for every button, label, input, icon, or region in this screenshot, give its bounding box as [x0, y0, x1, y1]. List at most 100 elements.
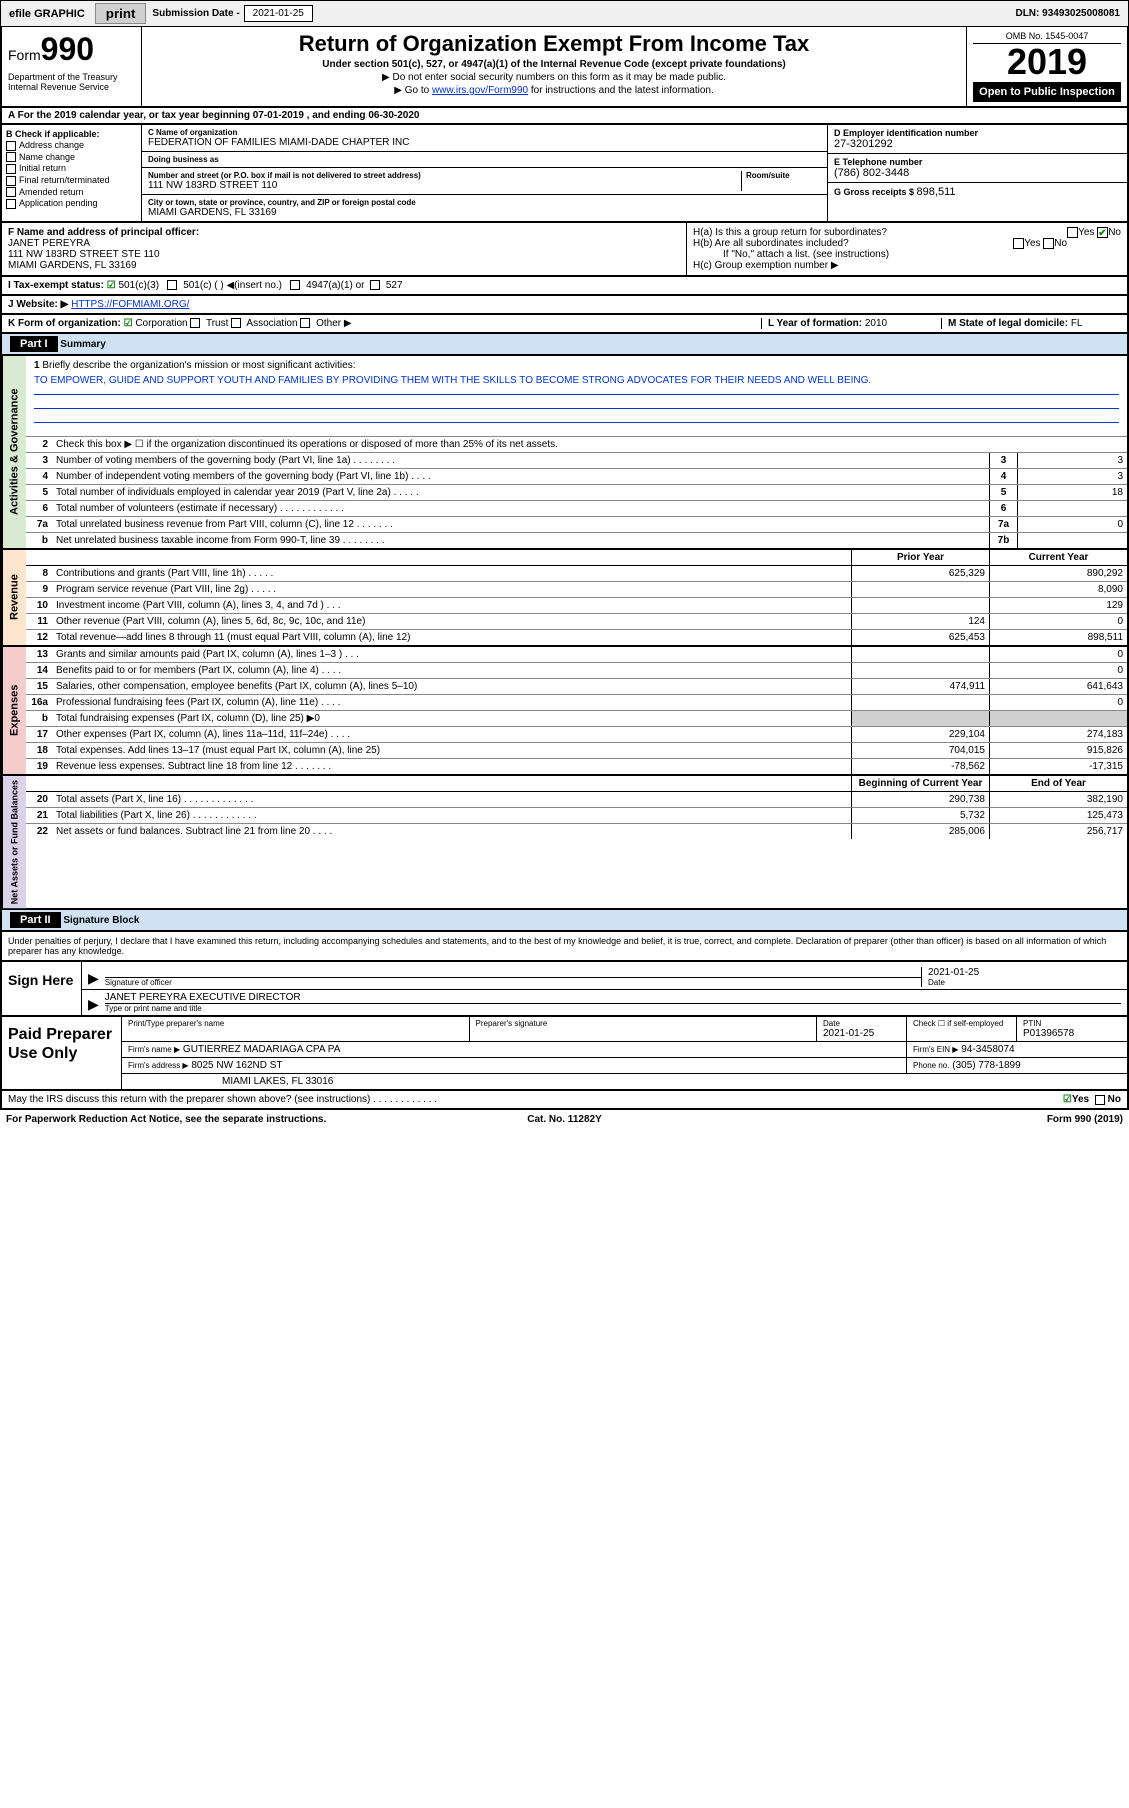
f-addr1: 111 NW 183RD STREET STE 110 — [8, 249, 680, 260]
addr-label: Number and street (or P.O. box if mail i… — [148, 171, 741, 180]
col-current: Current Year — [989, 550, 1127, 565]
b-checkboxes: B Check if applicable: Address changeNam… — [2, 125, 142, 221]
print-button[interactable]: print — [95, 3, 147, 24]
e-label: E Telephone number — [834, 157, 1121, 167]
g-label: G Gross receipts $ — [834, 187, 917, 197]
form-number: 990 — [41, 31, 94, 67]
prep-sig-label: Preparer's signature — [476, 1019, 811, 1028]
k-corp-checkbox[interactable]: ☑ — [124, 318, 133, 329]
i-4947-checkbox[interactable] — [290, 280, 300, 290]
b-option[interactable]: Name change — [6, 152, 137, 163]
hb-yes-checkbox[interactable] — [1013, 238, 1024, 249]
two-col-line: 20Total assets (Part X, line 16) . . . .… — [26, 792, 1127, 808]
ptin-label: PTIN — [1023, 1019, 1121, 1028]
state-domicile: FL — [1071, 318, 1083, 329]
b-option[interactable]: Final return/terminated — [6, 175, 137, 186]
hb-note: If "No," attach a list. (see instruction… — [693, 249, 1121, 260]
sig-date: 2021-01-25 — [928, 967, 1121, 978]
i-527-checkbox[interactable] — [370, 280, 380, 290]
discuss-yes-checkbox[interactable]: ☑ — [1063, 1094, 1072, 1105]
tax-year: 2019 — [973, 44, 1121, 80]
firm-name: GUTIERREZ MADARIAGA CPA PA — [183, 1044, 340, 1055]
form990-link[interactable]: www.irs.gov/Form990 — [432, 85, 528, 96]
firm-addr1: 8025 NW 162ND ST — [191, 1060, 282, 1071]
vtab-revenue: Revenue — [2, 550, 26, 645]
sign-here-label: Sign Here — [2, 962, 82, 1015]
hc-row: H(c) Group exemption number ▶ — [693, 260, 1121, 271]
b-option[interactable]: Application pending — [6, 198, 137, 209]
mission-block: 1 Briefly describe the organization's mi… — [26, 356, 1127, 437]
i-501c-checkbox[interactable] — [167, 280, 177, 290]
summary-line: 6Total number of volunteers (estimate if… — [26, 501, 1127, 517]
k-trust-checkbox[interactable] — [190, 318, 200, 328]
two-col-line: 13Grants and similar amounts paid (Part … — [26, 647, 1127, 663]
discuss-no-checkbox[interactable] — [1095, 1095, 1105, 1105]
title-cell: Return of Organization Exempt From Incom… — [142, 27, 967, 106]
paid-preparer-block: Paid Preparer Use Only Print/Type prepar… — [0, 1017, 1129, 1091]
f-name: JANET PEREYRA — [8, 238, 680, 249]
two-col-line: 11Other revenue (Part VIII, column (A), … — [26, 614, 1127, 630]
two-col-line: 19Revenue less expenses. Subtract line 1… — [26, 759, 1127, 774]
part1-exp: Expenses 13Grants and similar amounts pa… — [0, 647, 1129, 776]
b-header: B Check if applicable: — [6, 129, 137, 139]
c-name: FEDERATION OF FAMILIES MIAMI-DADE CHAPTE… — [148, 137, 821, 148]
page-footer: For Paperwork Reduction Act Notice, see … — [0, 1110, 1129, 1129]
c-name-label: C Name of organization — [148, 128, 821, 137]
section-b: B Check if applicable: Address changeNam… — [0, 125, 1129, 223]
col-prior: Prior Year — [851, 550, 989, 565]
row-k: K Form of organization: ☑ Corporation Tr… — [0, 315, 1129, 334]
phone-label: Phone no. — [913, 1061, 949, 1070]
sig-arrow-icon-2: ▶ — [88, 996, 99, 1013]
vtab-governance: Activities & Governance — [2, 356, 26, 548]
summary-line: 4Number of independent voting members of… — [26, 469, 1127, 485]
summary-line: bNet unrelated business taxable income f… — [26, 533, 1127, 548]
vtab-net-assets: Net Assets or Fund Balances — [2, 776, 26, 908]
vtab-expenses: Expenses — [2, 647, 26, 774]
instruction-line-2: ▶ Go to www.irs.gov/Form990 for instruct… — [148, 85, 960, 96]
city: MIAMI GARDENS, FL 33169 — [148, 207, 821, 218]
form-id-cell: Form990 Department of the Treasury Inter… — [2, 27, 142, 106]
b-option[interactable]: Address change — [6, 140, 137, 151]
dba-label: Doing business as — [148, 155, 821, 164]
prep-check-label: Check ☐ if self-employed — [913, 1019, 1010, 1028]
sign-here-block: Sign Here ▶ Signature of officer 2021-01… — [0, 962, 1129, 1017]
two-col-line: 16aProfessional fundraising fees (Part I… — [26, 695, 1127, 711]
b-option[interactable]: Initial return — [6, 163, 137, 174]
form-header: Form990 Department of the Treasury Inter… — [0, 27, 1129, 108]
g-receipts: 898,511 — [917, 186, 956, 198]
part1-rev: Revenue Prior Year Current Year 8Contrib… — [0, 550, 1129, 647]
website-link[interactable]: HTTPS://FOFMIAMI.ORG/ — [71, 299, 189, 310]
two-col-line: 22Net assets or fund balances. Subtract … — [26, 824, 1127, 839]
b-right: D Employer identification number 27-3201… — [827, 125, 1127, 221]
two-col-line: 15Salaries, other compensation, employee… — [26, 679, 1127, 695]
two-col-line: 12Total revenue—add lines 8 through 11 (… — [26, 630, 1127, 645]
two-col-line: bTotal fundraising expenses (Part IX, co… — [26, 711, 1127, 727]
k-other-checkbox[interactable] — [300, 318, 310, 328]
department: Department of the Treasury Internal Reve… — [8, 72, 135, 92]
hb-row: H(b) Are all subordinates included? Yes … — [693, 238, 1121, 249]
ha-no-checkbox[interactable]: ✔ — [1097, 227, 1108, 238]
e-phone: (786) 802-3448 — [834, 167, 1121, 179]
col-end: End of Year — [989, 776, 1127, 791]
prep-date: 2021-01-25 — [823, 1028, 900, 1039]
b-option[interactable]: Amended return — [6, 187, 137, 198]
two-col-line: 18Total expenses. Add lines 13–17 (must … — [26, 743, 1127, 759]
k-assoc-checkbox[interactable] — [231, 318, 241, 328]
hb-no-checkbox[interactable] — [1043, 238, 1054, 249]
room-label: Room/suite — [746, 171, 821, 180]
part2-header: Part II Signature Block — [0, 910, 1129, 932]
col-begin: Beginning of Current Year — [851, 776, 989, 791]
two-col-line: 14Benefits paid to or for members (Part … — [26, 663, 1127, 679]
discuss-question: May the IRS discuss this return with the… — [8, 1094, 1063, 1105]
discuss-row: May the IRS discuss this return with the… — [0, 1091, 1129, 1110]
ha-yes-checkbox[interactable] — [1067, 227, 1078, 238]
instruction-line-1: ▶ Do not enter social security numbers o… — [148, 72, 960, 83]
two-col-line: 9Program service revenue (Part VIII, lin… — [26, 582, 1127, 598]
d-ein: 27-3201292 — [834, 138, 1121, 150]
two-col-line: 10Investment income (Part VIII, column (… — [26, 598, 1127, 614]
footer-left: For Paperwork Reduction Act Notice, see … — [6, 1114, 378, 1125]
firm-ein-label: Firm's EIN ▶ — [913, 1045, 958, 1054]
footer-right: Form 990 (2019) — [751, 1114, 1123, 1125]
i-501c3-checkbox[interactable]: ☑ — [107, 280, 116, 291]
two-col-line: 21Total liabilities (Part X, line 26) . … — [26, 808, 1127, 824]
